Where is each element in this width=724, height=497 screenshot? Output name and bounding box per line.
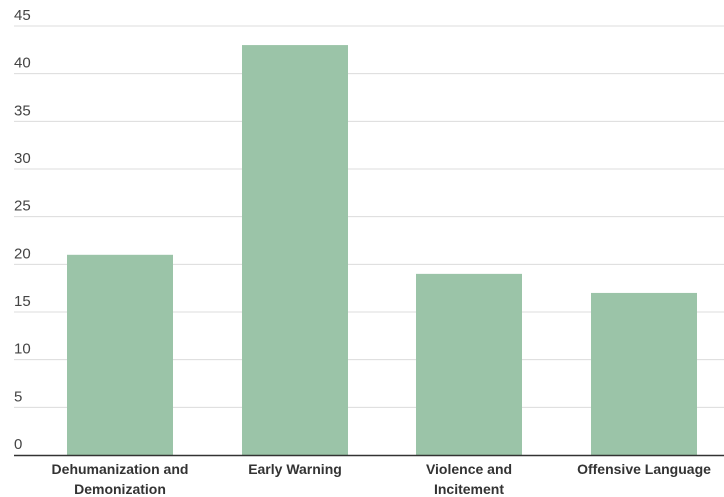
- y-tick-label: 30: [14, 150, 31, 167]
- y-tick-label: 40: [14, 55, 31, 72]
- x-tick-label-line: Dehumanization and: [52, 461, 189, 477]
- y-tick-label: 10: [14, 341, 31, 358]
- bar: [67, 254, 173, 455]
- x-tick-label-line: Violence and: [426, 461, 512, 477]
- bar: [416, 273, 522, 455]
- y-tick-label: 45: [14, 7, 31, 24]
- x-axis-labels: Dehumanization and Demonization Early Warn…: [52, 461, 712, 497]
- y-tick-label: 5: [14, 388, 22, 405]
- y-tick-label: 25: [14, 198, 31, 215]
- y-tick-label: 35: [14, 102, 31, 119]
- x-tick-label: Dehumanization and Demonization: [52, 461, 189, 497]
- bars: [67, 45, 697, 456]
- y-tick-label: 20: [14, 245, 31, 262]
- x-tick-label: Early Warning: [248, 461, 342, 477]
- bar: [242, 45, 348, 456]
- x-tick-label-line: Demonization: [74, 481, 166, 497]
- x-tick-label-line: Incitement: [434, 481, 504, 497]
- x-tick-label: Violence and Incitement: [426, 461, 512, 497]
- x-tick-label-line: Early Warning: [248, 461, 342, 477]
- x-tick-label: Offensive Language: [577, 461, 711, 477]
- y-tick-label: 0: [14, 436, 22, 453]
- bar: [591, 292, 697, 455]
- y-tick-label: 15: [14, 293, 31, 310]
- y-axis-ticks: 0 5 10 15 20 25 30 35 40 45: [14, 7, 31, 453]
- x-tick-label-line: Offensive Language: [577, 461, 711, 477]
